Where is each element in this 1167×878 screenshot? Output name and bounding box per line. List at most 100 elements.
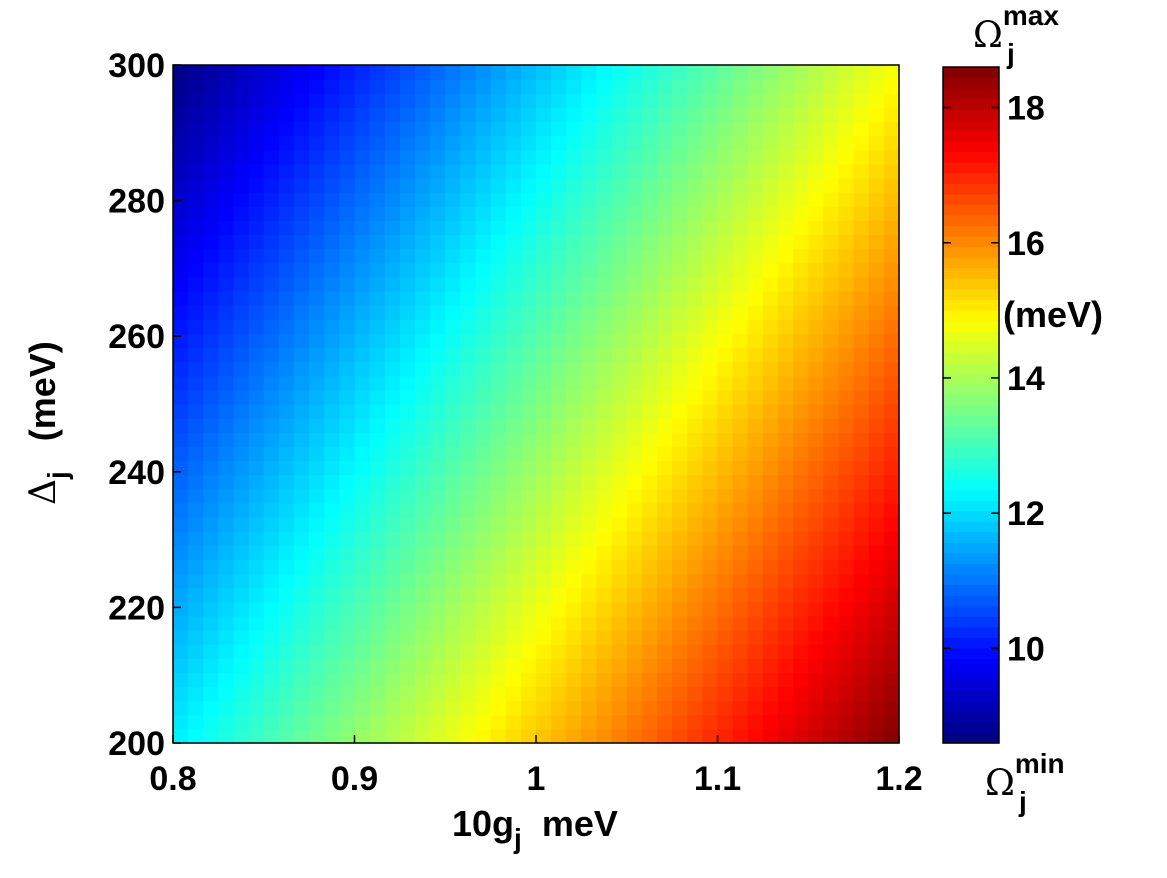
heatmap-cell	[853, 460, 870, 476]
colorbar-step	[943, 478, 999, 491]
heatmap-cell	[778, 93, 794, 108]
heatmap-cell	[626, 700, 643, 716]
heatmap-cell	[687, 220, 703, 236]
heatmap-cell	[883, 291, 900, 306]
heatmap-cell	[248, 658, 265, 673]
heatmap-cell	[702, 630, 719, 645]
heatmap-cell	[853, 375, 870, 391]
heatmap-cell	[415, 276, 431, 292]
heatmap-cell	[596, 149, 613, 165]
heatmap-cell	[460, 615, 477, 631]
heatmap-cell	[188, 446, 204, 462]
heatmap-cell	[838, 502, 855, 518]
heatmap-cell	[808, 446, 824, 462]
heatmap-cell	[687, 149, 703, 165]
heatmap-cell	[747, 305, 764, 320]
heatmap-cell	[475, 248, 492, 264]
heatmap-cell	[324, 234, 340, 250]
heatmap-cell	[793, 389, 809, 405]
heatmap-cell	[641, 658, 658, 673]
heatmap-cell	[218, 615, 235, 631]
heatmap-cell	[868, 192, 885, 207]
heatmap-cell	[248, 460, 265, 476]
heatmap-cell	[520, 107, 537, 123]
heatmap-cell	[762, 178, 779, 193]
heatmap-cell	[853, 474, 870, 490]
heatmap-cell	[672, 389, 688, 405]
heatmap-cell	[294, 728, 310, 744]
heatmap-cell	[702, 305, 719, 320]
heatmap-cell	[747, 234, 764, 250]
heatmap-cell	[188, 672, 204, 688]
heatmap-cell	[566, 234, 582, 250]
heatmap-cell	[218, 446, 235, 462]
heatmap-cell	[717, 488, 734, 504]
heatmap-cell	[657, 573, 673, 589]
heatmap-cell	[324, 149, 340, 165]
heatmap-cell	[793, 700, 809, 716]
heatmap-cell	[838, 404, 855, 419]
heatmap-cell	[384, 686, 401, 702]
heatmap-cell	[566, 262, 582, 278]
heatmap-cell	[203, 545, 219, 560]
heatmap-cell	[883, 404, 900, 419]
heatmap-cell	[324, 262, 340, 278]
heatmap-cell	[263, 672, 280, 688]
heatmap-cell	[445, 375, 461, 391]
heatmap-cell	[233, 163, 250, 179]
heatmap-cell	[626, 276, 643, 292]
heatmap-cell	[838, 545, 855, 560]
heatmap-cell	[626, 149, 643, 165]
heatmap-cell	[324, 545, 340, 560]
heatmap-cell	[762, 700, 779, 716]
heatmap-cell	[415, 432, 431, 447]
heatmap-cell	[853, 601, 870, 617]
heatmap-cell	[626, 714, 643, 730]
heatmap-cell	[248, 206, 265, 221]
heatmap-cell	[536, 672, 552, 688]
heatmap-cell	[611, 79, 628, 94]
heatmap-cell	[641, 432, 658, 447]
heatmap-cell	[762, 672, 779, 688]
heatmap-cell	[747, 686, 764, 702]
heatmap-cell	[384, 79, 401, 94]
heatmap-cell	[641, 531, 658, 546]
heatmap-cell	[294, 644, 310, 659]
heatmap-cell	[853, 644, 870, 659]
heatmap-cell	[309, 432, 325, 447]
heatmap-cell	[838, 234, 855, 250]
heatmap-cell	[717, 446, 734, 462]
heatmap-cell	[188, 361, 204, 377]
heatmap-cell	[475, 121, 492, 137]
heatmap-cell	[460, 672, 477, 688]
heatmap-cell	[188, 686, 204, 702]
heatmap-cell	[505, 149, 522, 165]
heatmap-cells	[173, 65, 900, 744]
heatmap-cell	[883, 545, 900, 560]
heatmap-cell	[188, 135, 204, 151]
heatmap-cell	[248, 93, 265, 108]
heatmap-cell	[868, 545, 885, 560]
heatmap-cell	[399, 389, 416, 405]
heatmap-cell	[747, 404, 764, 419]
colorbar-step	[943, 341, 999, 353]
heatmap-cell	[626, 404, 643, 419]
heatmap-cell	[278, 178, 295, 193]
heatmap-cell	[309, 531, 325, 546]
heatmap-cell	[596, 502, 613, 518]
heatmap-cell	[762, 163, 779, 179]
heatmap-cell	[475, 276, 492, 292]
heatmap-cell	[520, 672, 537, 688]
colorbar-step	[943, 647, 999, 660]
heatmap-cell	[626, 545, 643, 560]
heatmap-cell	[641, 517, 658, 532]
heatmap-cell	[536, 573, 552, 589]
heatmap-cell	[793, 502, 809, 518]
heatmap-cell	[853, 361, 870, 377]
heatmap-cell	[611, 121, 628, 137]
heatmap-cell	[611, 375, 628, 391]
heatmap-cell	[294, 531, 310, 546]
heatmap-cell	[309, 700, 325, 716]
heatmap-cell	[415, 389, 431, 405]
heatmap-cell	[460, 432, 477, 447]
